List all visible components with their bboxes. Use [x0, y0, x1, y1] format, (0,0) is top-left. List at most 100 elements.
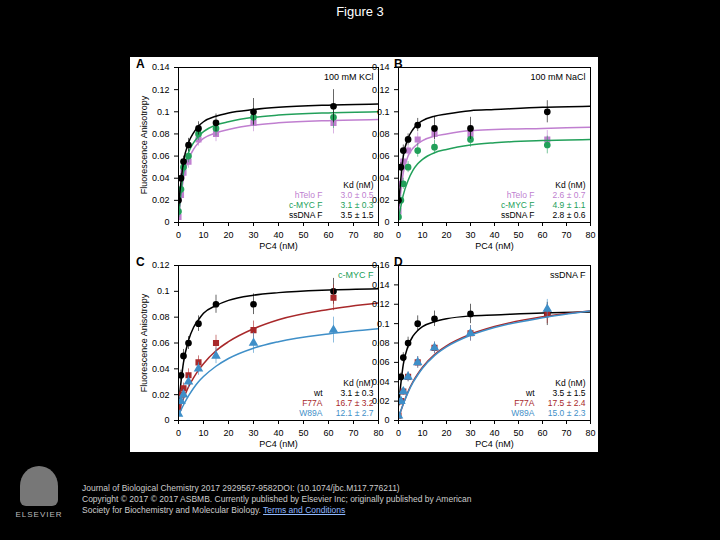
svg-text:0: 0: [164, 415, 169, 425]
svg-text:12.1 ± 2.7: 12.1 ± 2.7: [336, 408, 374, 418]
svg-text:60: 60: [323, 230, 333, 240]
svg-text:30: 30: [465, 230, 475, 240]
svg-text:80: 80: [373, 428, 383, 438]
svg-text:40: 40: [273, 428, 283, 438]
svg-text:50: 50: [298, 428, 308, 438]
svg-text:0.06: 0.06: [152, 151, 170, 161]
svg-text:30: 30: [248, 230, 258, 240]
svg-text:2.6 ± 0.7: 2.6 ± 0.7: [552, 190, 585, 200]
svg-text:0.02: 0.02: [372, 396, 390, 406]
svg-text:3.0 ± 0.5: 3.0 ± 0.5: [340, 190, 373, 200]
svg-text:10: 10: [198, 230, 208, 240]
svg-text:30: 30: [248, 428, 258, 438]
svg-text:2.8 ± 0.6: 2.8 ± 0.6: [552, 210, 585, 220]
svg-text:0: 0: [164, 217, 169, 227]
svg-text:40: 40: [489, 230, 499, 240]
svg-text:0.06: 0.06: [372, 357, 390, 367]
svg-text:0.1: 0.1: [157, 286, 170, 296]
svg-text:PC4 (nM): PC4 (nM): [259, 439, 298, 449]
svg-text:70: 70: [348, 428, 358, 438]
svg-text:0.04: 0.04: [152, 173, 170, 183]
svg-text:0: 0: [176, 230, 181, 240]
svg-text:0.08: 0.08: [152, 129, 170, 139]
svg-text:0: 0: [384, 217, 389, 227]
svg-text:wt: wt: [313, 388, 323, 398]
svg-text:10: 10: [417, 428, 427, 438]
svg-text:0.02: 0.02: [372, 195, 390, 205]
svg-text:Fluorescence Anisotropy: Fluorescence Anisotropy: [139, 293, 149, 392]
svg-text:3.5 ± 1.5: 3.5 ± 1.5: [340, 210, 373, 220]
svg-text:F77A: F77A: [302, 398, 323, 408]
svg-text:80: 80: [585, 428, 595, 438]
svg-text:ssDNA F: ssDNA F: [550, 270, 586, 280]
svg-text:70: 70: [348, 230, 358, 240]
svg-text:0.12: 0.12: [372, 85, 390, 95]
svg-text:F77A: F77A: [514, 398, 535, 408]
svg-text:50: 50: [298, 230, 308, 240]
svg-text:70: 70: [561, 428, 571, 438]
svg-text:0.08: 0.08: [152, 312, 170, 322]
svg-text:10: 10: [198, 428, 208, 438]
svg-text:0.12: 0.12: [152, 260, 170, 270]
svg-text:80: 80: [585, 230, 595, 240]
svg-text:0.08: 0.08: [372, 338, 390, 348]
svg-text:0.12: 0.12: [152, 85, 170, 95]
svg-text:0.04: 0.04: [372, 173, 390, 183]
svg-text:0.08: 0.08: [372, 129, 390, 139]
svg-text:100 mM NaCl: 100 mM NaCl: [530, 72, 585, 82]
svg-text:0.14: 0.14: [372, 280, 390, 290]
svg-text:0: 0: [384, 415, 389, 425]
svg-text:PC4 (nM): PC4 (nM): [475, 241, 514, 251]
svg-text:20: 20: [223, 230, 233, 240]
svg-text:Kd (nM): Kd (nM): [555, 180, 585, 190]
svg-text:Kd (nM): Kd (nM): [343, 378, 373, 388]
svg-text:0.14: 0.14: [152, 62, 170, 72]
svg-text:0.1: 0.1: [377, 319, 390, 329]
svg-text:3.1 ± 0.3: 3.1 ± 0.3: [340, 200, 373, 210]
svg-text:hTelo F: hTelo F: [507, 190, 535, 200]
svg-text:Kd (nM): Kd (nM): [343, 180, 373, 190]
svg-text:c-MYC F: c-MYC F: [338, 270, 374, 280]
svg-text:0.04: 0.04: [152, 364, 170, 374]
svg-text:40: 40: [273, 230, 283, 240]
svg-text:60: 60: [323, 428, 333, 438]
svg-text:0: 0: [396, 230, 401, 240]
svg-text:PC4 (nM): PC4 (nM): [475, 439, 514, 449]
svg-text:0.1: 0.1: [377, 107, 390, 117]
svg-text:hTelo F: hTelo F: [295, 190, 323, 200]
svg-text:40: 40: [489, 428, 499, 438]
svg-text:3.1 ± 0.3: 3.1 ± 0.3: [340, 388, 373, 398]
svg-text:50: 50: [513, 230, 523, 240]
svg-text:W89A: W89A: [299, 408, 322, 418]
svg-text:0.1: 0.1: [157, 107, 170, 117]
svg-text:0.14: 0.14: [372, 62, 390, 72]
svg-text:ssDNA F: ssDNA F: [501, 210, 535, 220]
svg-text:30: 30: [465, 428, 475, 438]
svg-text:20: 20: [441, 230, 451, 240]
svg-text:0: 0: [176, 428, 181, 438]
svg-text:0.04: 0.04: [372, 377, 390, 387]
svg-text:Kd (nM): Kd (nM): [555, 378, 585, 388]
svg-text:60: 60: [537, 428, 547, 438]
svg-text:0.12: 0.12: [372, 299, 390, 309]
svg-text:60: 60: [537, 230, 547, 240]
svg-text:3.5 ± 1.5: 3.5 ± 1.5: [552, 388, 585, 398]
svg-text:0.02: 0.02: [152, 195, 170, 205]
svg-text:c-MYC F: c-MYC F: [501, 200, 535, 210]
svg-text:0.02: 0.02: [152, 390, 170, 400]
svg-text:10: 10: [417, 230, 427, 240]
svg-text:c-MYC F: c-MYC F: [289, 200, 323, 210]
svg-text:15.0 ± 2.3: 15.0 ± 2.3: [548, 408, 586, 418]
svg-text:wt: wt: [525, 388, 535, 398]
svg-text:80: 80: [373, 230, 383, 240]
svg-text:0: 0: [396, 428, 401, 438]
svg-text:0.06: 0.06: [152, 338, 170, 348]
svg-text:Fluorescence Anisotropy: Fluorescence Anisotropy: [139, 95, 149, 194]
svg-text:17.5 ± 2.4: 17.5 ± 2.4: [548, 398, 586, 408]
svg-text:0.16: 0.16: [372, 260, 390, 270]
svg-text:ssDNA F: ssDNA F: [289, 210, 323, 220]
svg-text:100 mM KCl: 100 mM KCl: [324, 72, 374, 82]
svg-text:20: 20: [441, 428, 451, 438]
svg-text:W89A: W89A: [511, 408, 534, 418]
svg-text:50: 50: [513, 428, 523, 438]
